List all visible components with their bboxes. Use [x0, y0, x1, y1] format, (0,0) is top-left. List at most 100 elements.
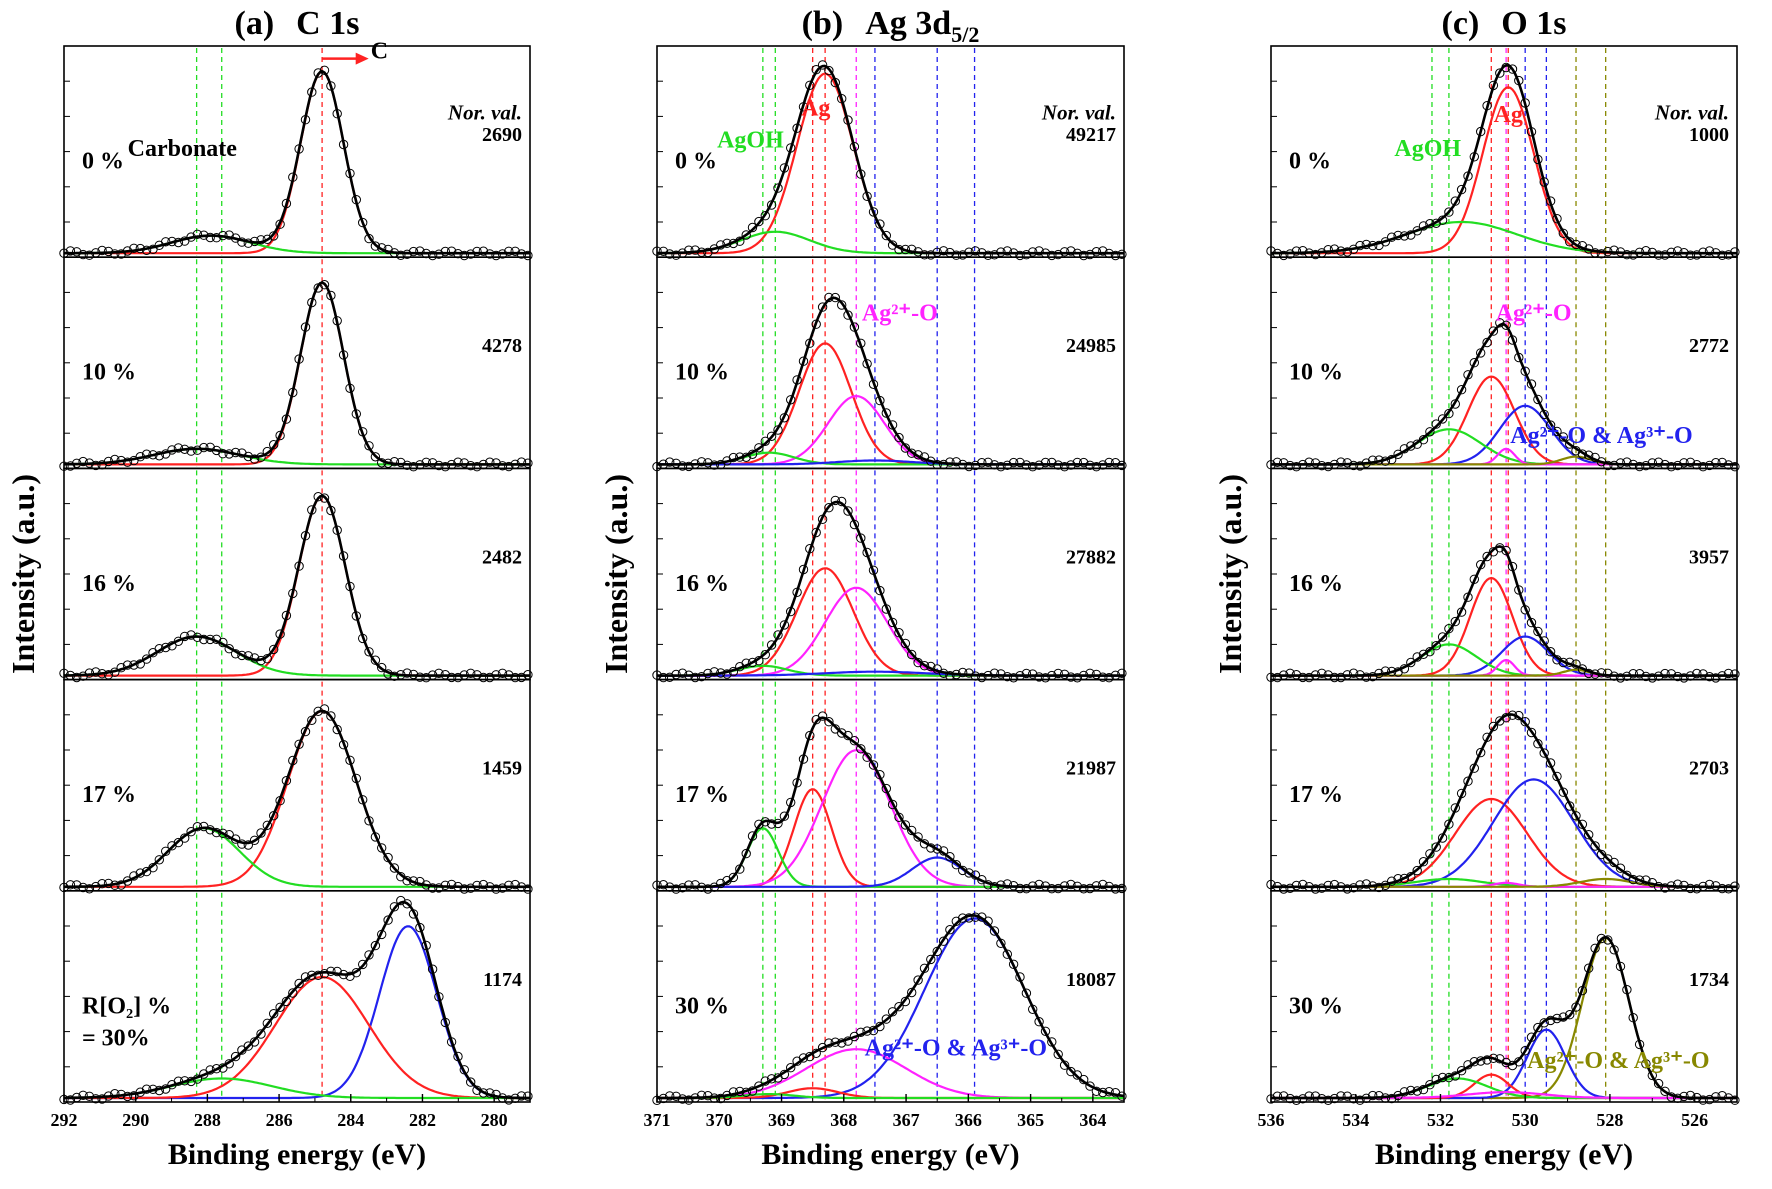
data-point [1085, 883, 1095, 894]
data-point [671, 669, 681, 680]
y-axis-label: Intensity (a.u.) [1212, 474, 1248, 674]
data-point [1501, 713, 1511, 723]
x-tick-label: 284 [337, 1110, 364, 1130]
data-point [996, 462, 1006, 472]
x-tick-label: 530 [1512, 1110, 1539, 1130]
data-point [1317, 668, 1327, 678]
data-point [1469, 152, 1480, 162]
data-point [1653, 671, 1664, 681]
data-point [1692, 884, 1702, 894]
data-point [415, 672, 425, 682]
data-point [1552, 771, 1562, 782]
data-point [1387, 232, 1397, 242]
data-point [843, 506, 853, 516]
data-point [932, 946, 942, 957]
data-point [358, 217, 368, 228]
data-point [472, 880, 482, 891]
sample-label-2: = 30% [82, 1025, 150, 1051]
data-point [1476, 1056, 1486, 1066]
data-point [154, 1085, 165, 1096]
data-point [122, 1091, 133, 1102]
data-point [141, 654, 152, 664]
data-point [504, 461, 514, 472]
data-point [1704, 246, 1715, 256]
data-point [773, 630, 783, 640]
data-point [1310, 249, 1321, 260]
data-point [345, 755, 355, 765]
data-point [345, 383, 355, 393]
data-point [199, 230, 209, 240]
data-point [684, 245, 694, 255]
data-point [262, 446, 272, 457]
data-point [116, 663, 126, 673]
data-point [1117, 460, 1127, 471]
data-point [485, 1088, 495, 1098]
data-point [516, 457, 527, 467]
x-tick-label: 366 [955, 1110, 982, 1130]
data-point [446, 1037, 457, 1047]
data-point [735, 236, 745, 246]
data-point [1348, 460, 1359, 471]
data-point [1539, 748, 1549, 758]
data-point [1040, 673, 1051, 683]
data-point [773, 818, 783, 829]
envelope-fit [1271, 63, 1737, 255]
data-point [497, 883, 508, 893]
data-point [135, 868, 146, 878]
data-point [408, 462, 419, 472]
data-point [389, 902, 400, 912]
data-point [504, 1095, 514, 1105]
data-point [326, 290, 336, 301]
data-point [1584, 450, 1594, 460]
data-point [1558, 657, 1569, 668]
data-point [1374, 1091, 1384, 1101]
data-point [516, 672, 527, 683]
data-point [110, 454, 120, 465]
data-point [84, 1091, 95, 1102]
data-point [167, 841, 177, 851]
annotation: Ag [1494, 102, 1523, 128]
data-point [230, 1051, 241, 1062]
data-point [1476, 348, 1486, 358]
data-point [256, 828, 266, 838]
data-point [1380, 237, 1391, 247]
data-point [510, 672, 520, 683]
data-point [1514, 1057, 1524, 1067]
data-point [1336, 1091, 1346, 1101]
data-point [1310, 1091, 1321, 1101]
data-point [402, 899, 412, 909]
data-point [1533, 739, 1543, 749]
data-point [938, 246, 949, 256]
data-point [945, 925, 955, 935]
data-point [1463, 592, 1473, 602]
data-point [1059, 462, 1070, 472]
data-point [377, 662, 387, 673]
data-point [269, 440, 279, 450]
data-point [894, 812, 904, 822]
data-point [281, 996, 292, 1007]
data-point [1641, 875, 1651, 885]
data-point [779, 620, 790, 630]
chart-title: (b) Ag 3d5/2 [802, 5, 980, 47]
data-point [230, 834, 241, 844]
data-point [1034, 1017, 1044, 1027]
data-point [256, 452, 266, 462]
data-point [1730, 1095, 1740, 1105]
data-point [1034, 879, 1044, 890]
data-point [1279, 458, 1289, 468]
data-point [1380, 666, 1391, 676]
data-point [434, 668, 444, 678]
data-point [849, 1031, 860, 1042]
data-point [1104, 1087, 1114, 1097]
data-point [690, 672, 700, 683]
data-point [1571, 1002, 1581, 1012]
data-point [135, 243, 146, 254]
data-point [103, 878, 114, 889]
data-point [116, 1089, 126, 1100]
data-point [958, 865, 968, 876]
norm-value: 1459 [482, 758, 522, 780]
data-point [434, 249, 444, 259]
data-point [926, 250, 936, 260]
data-point [1730, 669, 1740, 679]
norm-value: 49217 [1066, 124, 1116, 146]
